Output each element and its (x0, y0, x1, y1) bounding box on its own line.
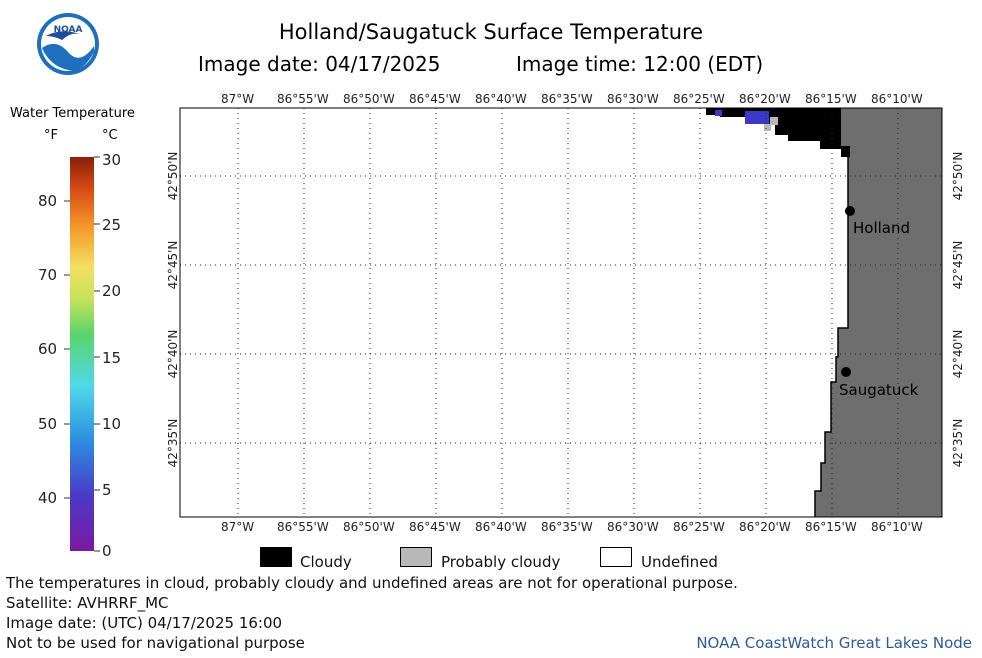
land-area (815, 108, 942, 517)
colorbar-unit-c: °C (102, 128, 118, 143)
image-time-label: Image time: 12:00 (EDT) (516, 52, 764, 76)
c-tick: 20 (102, 282, 122, 300)
noaa-logo-icon: NOAA (37, 13, 99, 75)
lat-labels: 42°50'N 42°45'N 42°40'N 42°35'N 42°50'N … (166, 152, 965, 468)
lat-label-left: 42°45'N (166, 241, 180, 290)
lon-label-top: 86°45'W (409, 92, 461, 106)
image-date-label: Image date: 04/17/2025 (198, 52, 441, 76)
water-cold-area (745, 111, 769, 124)
cloud-area (706, 108, 850, 157)
lon-label-bottom: 86°15'W (805, 520, 857, 534)
lon-label-bottom: 86°35'W (541, 520, 593, 534)
footer-credit: NOAA CoastWatch Great Lakes Node (696, 634, 972, 652)
lat-label-left: 42°50'N (166, 152, 180, 201)
lon-label-top: 86°15'W (805, 92, 857, 106)
lon-label-bottom: 86°55'W (277, 520, 329, 534)
holland-marker (845, 206, 855, 216)
lat-label-right: 42°45'N (951, 241, 965, 290)
map-border (179, 107, 943, 518)
lon-label-top: 86°50'W (343, 92, 395, 106)
saugatuck-marker (841, 367, 851, 377)
logo-text: NOAA (54, 25, 83, 35)
lon-label-top: 87°W (221, 92, 255, 106)
lon-label-top: 86°40'W (475, 92, 527, 106)
c-tick: 5 (102, 481, 112, 499)
colorbar-unit-f: °F (44, 128, 58, 143)
saugatuck-label: Saugatuck (839, 381, 919, 399)
holland-label: Holland (853, 219, 911, 237)
footer-utc-date: Image date: (UTC) 04/17/2025 16:00 (6, 614, 283, 632)
c-tick: 10 (102, 415, 122, 433)
f-tick: 40 (38, 489, 58, 507)
colorbar-gradient (70, 157, 94, 551)
noaa-logo: NOAA (36, 12, 100, 76)
key-cloudy-swatch (260, 547, 292, 567)
c-tick: 15 (102, 349, 122, 367)
map-frame (179, 107, 943, 518)
colorbar-title: Water Temperature (10, 106, 135, 121)
lat-label-left: 42°40'N (166, 330, 180, 379)
lon-label-bottom: 86°40'W (475, 520, 527, 534)
lon-label-top: 86°20'W (739, 92, 791, 106)
footer-satellite: Satellite: AVHRRF_MC (6, 594, 169, 612)
lon-label-top: 86°25'W (673, 92, 725, 106)
footer-nav-warning: Not to be used for navigational purpose (6, 634, 305, 652)
lon-label-bottom: 87°W (221, 520, 255, 534)
lon-label-bottom: 86°45'W (409, 520, 461, 534)
key-probably-cloudy-label: Probably cloudy (441, 553, 561, 571)
lon-label-top: 86°10'W (871, 92, 923, 106)
lon-label-bottom: 86°50'W (343, 520, 395, 534)
lon-label-bottom: 86°30'W (607, 520, 659, 534)
colorbar (64, 156, 100, 552)
key-cloudy-label: Cloudy (300, 553, 352, 571)
c-tick: 30 (102, 151, 122, 169)
f-tick: 70 (38, 266, 58, 284)
lon-label-top: 86°35'W (541, 92, 593, 106)
lat-label-right: 42°50'N (951, 152, 965, 201)
f-tick: 80 (38, 192, 58, 210)
page-title: Holland/Saugatuck Surface Temperature (278, 20, 704, 44)
key-undefined-label: Undefined (641, 553, 718, 571)
footer-disclaimer: The temperatures in cloud, probably clou… (6, 574, 738, 592)
lon-label-bottom: 86°25'W (673, 520, 725, 534)
lon-label-bottom: 86°10'W (871, 520, 923, 534)
lat-label-right: 42°40'N (951, 330, 965, 379)
lon-label-top: 86°30'W (607, 92, 659, 106)
key-undefined-swatch (600, 547, 632, 567)
f-tick: 60 (38, 340, 58, 358)
probably-cloudy-area (770, 117, 778, 125)
lat-label-right: 42°35'N (951, 419, 965, 468)
key-probably-cloudy-swatch (400, 547, 432, 567)
graticule (180, 108, 942, 517)
f-tick: 50 (38, 415, 58, 433)
c-tick: 25 (102, 216, 122, 234)
c-tick: 0 (102, 542, 112, 560)
lon-label-top: 86°55'W (277, 92, 329, 106)
lat-label-left: 42°35'N (166, 419, 180, 468)
lon-label-bottom: 86°20'W (739, 520, 791, 534)
